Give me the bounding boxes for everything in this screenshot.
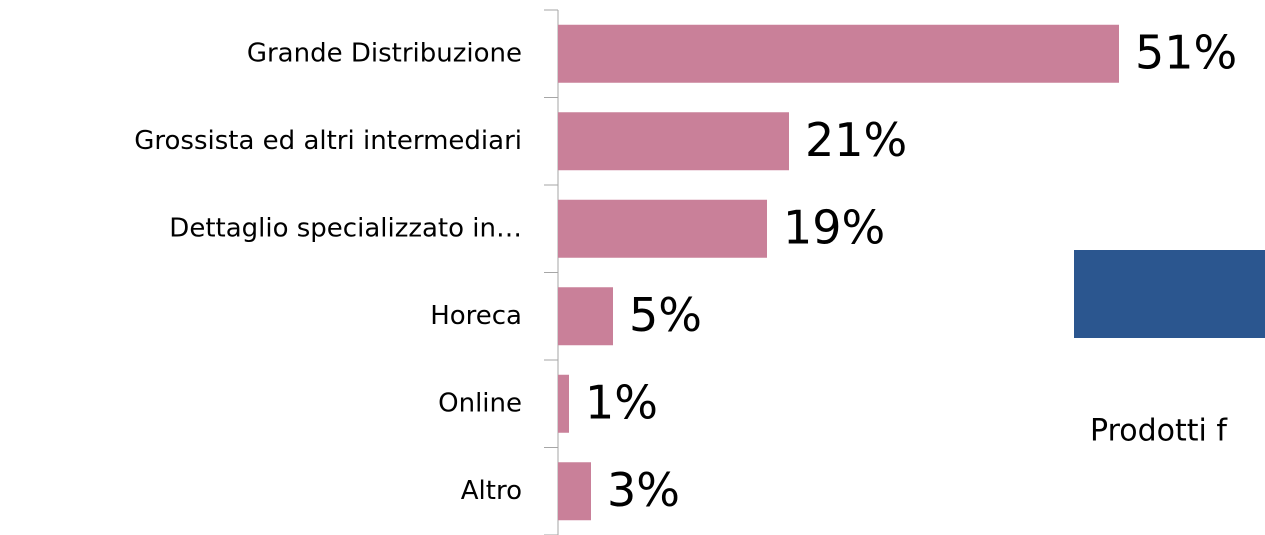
category-label: Grande Distribuzione: [247, 38, 522, 68]
category-label: Dettaglio specializzato in…: [169, 213, 522, 243]
bar: [558, 374, 569, 433]
category-label: Altro: [461, 476, 522, 506]
bar: [558, 24, 1119, 83]
category-label: Grossista ed altri intermediari: [134, 126, 522, 156]
category-label: Online: [438, 388, 522, 418]
category-label: Horeca: [430, 301, 522, 331]
bar: [558, 112, 789, 171]
data-label: 3%: [607, 463, 680, 517]
data-label: 19%: [783, 200, 885, 254]
bar: [558, 462, 591, 521]
annotation: Prodotti f: [1090, 414, 1228, 449]
data-label: 1%: [585, 375, 658, 429]
data-label: 5%: [629, 288, 702, 342]
data-label: 21%: [805, 113, 907, 167]
bar: [558, 199, 767, 258]
banner-box: [1074, 250, 1265, 338]
bar: [558, 287, 613, 346]
data-label: 51%: [1135, 25, 1237, 79]
